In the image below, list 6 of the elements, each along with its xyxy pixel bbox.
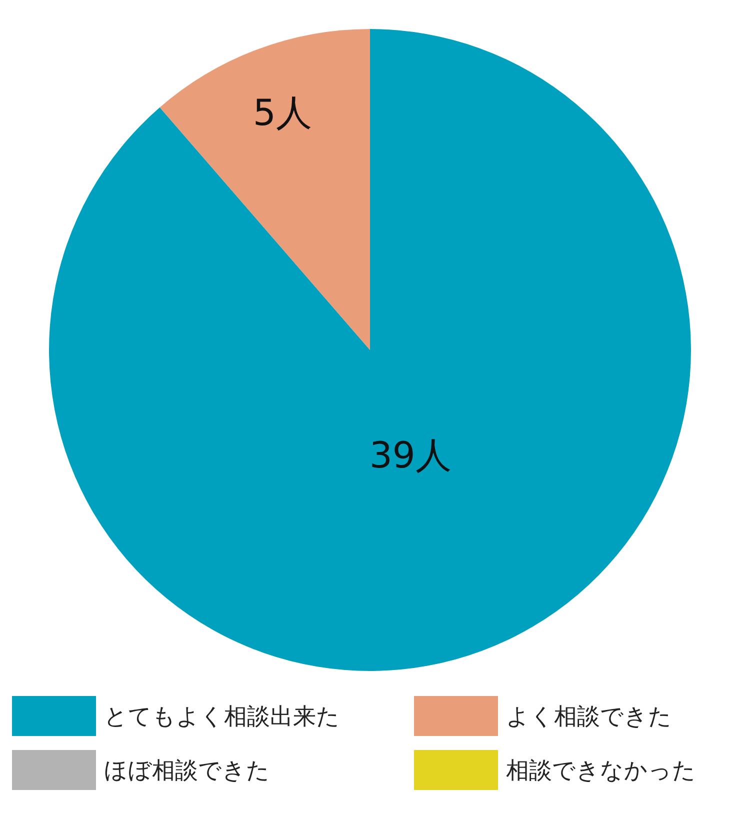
- legend-label: よく相談できた: [506, 702, 672, 732]
- data-label: 5人: [253, 92, 312, 134]
- legend-label: とてもよく相談出来た: [104, 702, 340, 732]
- legend-label: 相談できなかった: [506, 756, 696, 786]
- data-label: 39人: [369, 436, 452, 477]
- legend-label: ほぼ相談できた: [104, 756, 270, 786]
